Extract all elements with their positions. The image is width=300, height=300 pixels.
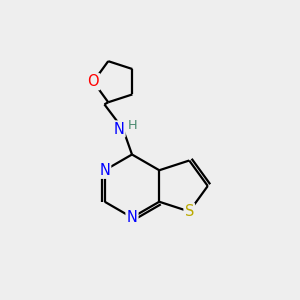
Text: S: S (184, 204, 194, 219)
Text: N: N (99, 163, 110, 178)
Text: N: N (127, 210, 137, 225)
Text: H: H (128, 119, 137, 132)
Text: O: O (88, 74, 99, 89)
Text: N: N (114, 122, 124, 136)
